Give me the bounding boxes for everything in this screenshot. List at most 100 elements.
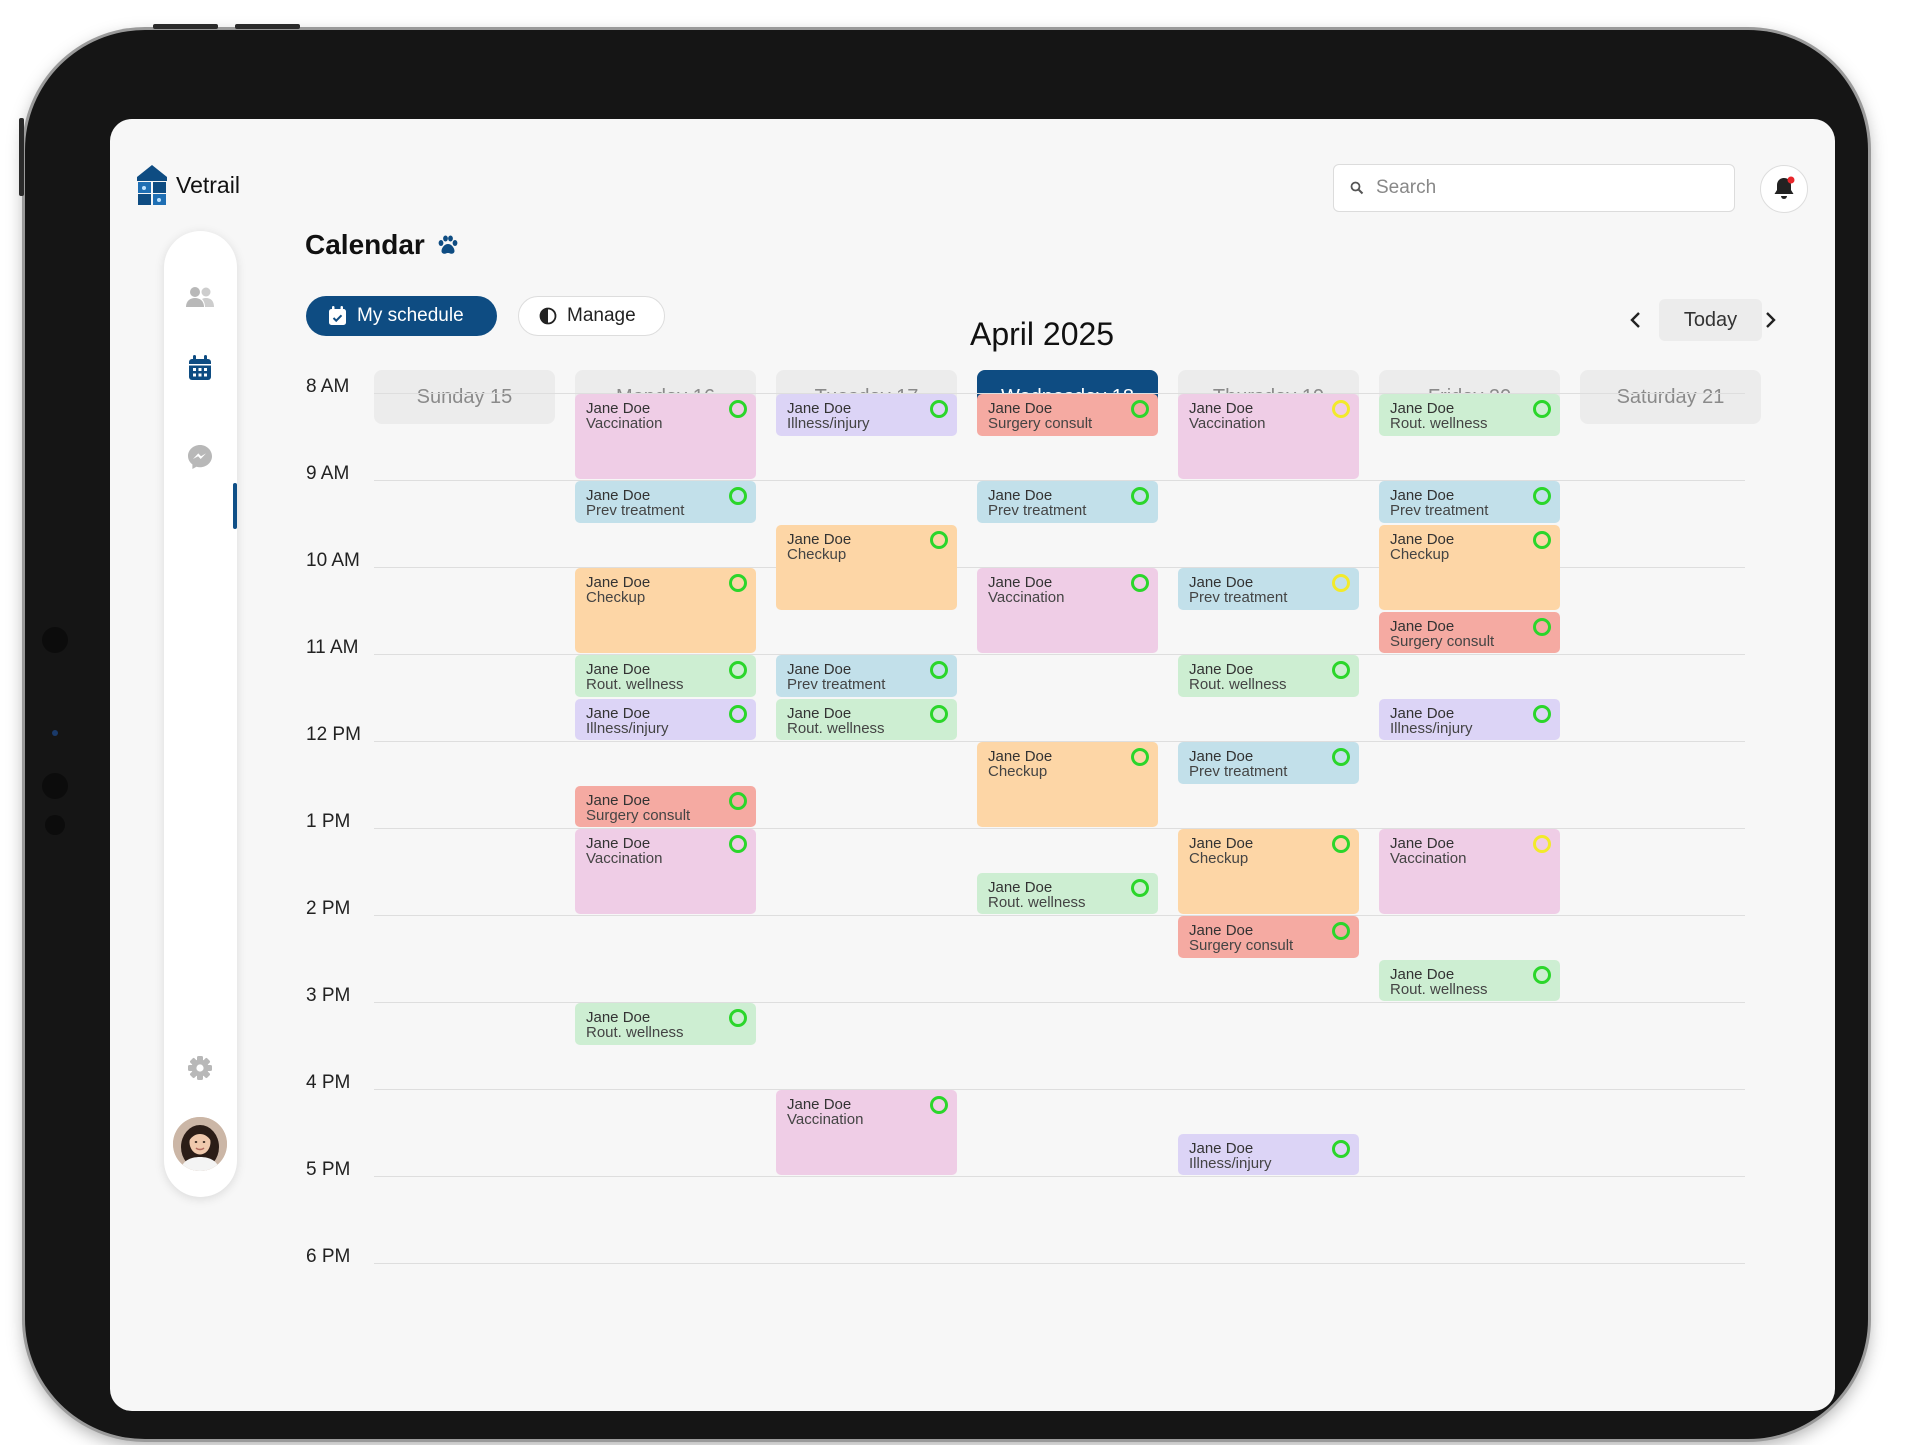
status-confirmed-icon[interactable] bbox=[930, 400, 948, 418]
appointment-type: Rout. wellness bbox=[1390, 980, 1488, 998]
status-confirmed-icon[interactable] bbox=[1533, 965, 1551, 984]
messenger-icon[interactable] bbox=[184, 441, 216, 473]
appointment-type: Checkup bbox=[586, 589, 646, 606]
appointment-card[interactable]: Jane Doe Checkup bbox=[575, 568, 756, 653]
appointment-card[interactable]: Jane Doe Prev treatment bbox=[1178, 742, 1359, 784]
hour-grid-line bbox=[374, 828, 1745, 829]
status-confirmed-icon[interactable] bbox=[930, 704, 948, 723]
status-pending-icon[interactable] bbox=[1533, 835, 1551, 853]
appointment-card[interactable]: Jane Doe Rout. wellness bbox=[1178, 655, 1359, 697]
appointment-card[interactable]: Jane Doe Prev treatment bbox=[575, 481, 756, 523]
status-pending-icon[interactable] bbox=[1332, 400, 1350, 418]
appointment-card[interactable]: Jane Doe Vaccination bbox=[575, 394, 756, 479]
appointment-patient-name: Jane Doe bbox=[1390, 487, 1455, 504]
day-header-sunday-15[interactable]: Sunday 15 bbox=[374, 370, 555, 424]
status-confirmed-icon[interactable] bbox=[729, 704, 747, 723]
appointment-card[interactable]: Jane Doe Rout. wellness bbox=[1379, 394, 1560, 436]
status-confirmed-icon[interactable] bbox=[1332, 835, 1350, 853]
appointment-card[interactable]: Jane Doe Surgery consult bbox=[977, 394, 1158, 436]
status-confirmed-icon[interactable] bbox=[1332, 748, 1350, 766]
appointment-type: Checkup bbox=[1390, 545, 1450, 563]
appointment-card[interactable]: Jane Doe Prev treatment bbox=[977, 481, 1158, 523]
status-confirmed-icon[interactable] bbox=[1533, 400, 1551, 418]
status-confirmed-icon[interactable] bbox=[1533, 617, 1551, 636]
appointment-card[interactable]: Jane Doe Illness/injury bbox=[776, 394, 957, 436]
search-box[interactable] bbox=[1333, 164, 1735, 212]
month-label: April 2025 bbox=[970, 316, 1115, 352]
today-button[interactable]: Today bbox=[1659, 299, 1762, 341]
appointment-card[interactable]: Jane Doe Surgery consult bbox=[575, 785, 756, 827]
appointment-card[interactable]: Jane Doe Checkup bbox=[977, 742, 1158, 827]
manage-button[interactable]: Manage bbox=[518, 296, 665, 336]
status-confirmed-icon[interactable] bbox=[1533, 487, 1551, 505]
status-confirmed-icon[interactable] bbox=[729, 835, 747, 853]
status-confirmed-icon[interactable] bbox=[1332, 661, 1350, 679]
vetrail-logo-icon bbox=[137, 165, 167, 205]
appointment-card[interactable]: Jane Doe Illness/injury bbox=[1178, 1133, 1359, 1175]
appointment-type: Rout. wellness bbox=[1189, 676, 1287, 693]
appointment-card[interactable]: Jane Doe Illness/injury bbox=[575, 698, 756, 740]
search-input[interactable] bbox=[1374, 176, 1698, 200]
status-confirmed-icon[interactable] bbox=[930, 1096, 948, 1114]
appointment-patient-name: Jane Doe bbox=[787, 530, 852, 548]
status-confirmed-icon[interactable] bbox=[1131, 487, 1149, 505]
status-confirmed-icon[interactable] bbox=[930, 530, 948, 549]
my-schedule-button[interactable]: My schedule bbox=[306, 296, 497, 336]
appointment-card[interactable]: Jane Doe Rout. wellness bbox=[575, 1003, 756, 1045]
status-confirmed-icon[interactable] bbox=[1131, 878, 1149, 897]
appointment-card[interactable]: Jane Doe Rout. wellness bbox=[1379, 959, 1560, 1001]
appointment-card[interactable]: Jane Doe Vaccination bbox=[575, 829, 756, 914]
status-confirmed-icon[interactable] bbox=[1332, 922, 1350, 940]
appointment-type: Illness/injury bbox=[586, 719, 669, 737]
hour-grid-line bbox=[374, 741, 1745, 742]
chevron-left-icon bbox=[1630, 312, 1640, 328]
status-confirmed-icon[interactable] bbox=[1131, 574, 1149, 592]
clients-icon[interactable] bbox=[184, 281, 216, 313]
status-confirmed-icon[interactable] bbox=[729, 574, 747, 592]
appointment-card[interactable]: Jane Doe Surgery consult bbox=[1379, 611, 1560, 653]
status-confirmed-icon[interactable] bbox=[1131, 748, 1149, 766]
appointment-card[interactable]: Jane Doe Prev treatment bbox=[1178, 568, 1359, 610]
appointment-card[interactable]: Jane Doe Checkup bbox=[1379, 524, 1560, 610]
appointment-card[interactable]: Jane Doe Illness/injury bbox=[1379, 698, 1560, 740]
manage-label: Manage bbox=[567, 305, 636, 326]
appointment-card[interactable]: Jane Doe Checkup bbox=[776, 524, 957, 610]
appointment-card[interactable]: Jane Doe Vaccination bbox=[977, 568, 1158, 653]
status-confirmed-icon[interactable] bbox=[729, 487, 747, 505]
appointment-card[interactable]: Jane Doe Rout. wellness bbox=[575, 655, 756, 697]
appointment-card[interactable]: Jane Doe Rout. wellness bbox=[776, 698, 957, 740]
status-confirmed-icon[interactable] bbox=[729, 791, 747, 810]
appointment-type: Vaccination bbox=[586, 415, 663, 432]
appointment-type: Rout. wellness bbox=[787, 719, 885, 737]
status-confirmed-icon[interactable] bbox=[729, 661, 747, 679]
appointment-patient-name: Jane Doe bbox=[586, 835, 651, 852]
next-week-button[interactable] bbox=[1758, 304, 1784, 336]
appointment-card[interactable]: Jane Doe Rout. wellness bbox=[977, 872, 1158, 914]
calendar-icon[interactable] bbox=[184, 352, 216, 384]
hour-grid-line bbox=[374, 1263, 1745, 1264]
status-confirmed-icon[interactable] bbox=[1131, 400, 1149, 418]
status-pending-icon[interactable] bbox=[1332, 574, 1350, 592]
app-logo[interactable]: Vetrail bbox=[136, 163, 240, 207]
appointment-card[interactable]: Jane Doe Vaccination bbox=[1379, 829, 1560, 914]
status-confirmed-icon[interactable] bbox=[729, 1009, 747, 1027]
appointment-type: Illness/injury bbox=[787, 415, 870, 432]
appointment-card[interactable]: Jane Doe Checkup bbox=[1178, 829, 1359, 914]
user-avatar[interactable] bbox=[173, 1117, 227, 1171]
appointment-type: Vaccination bbox=[1390, 850, 1467, 867]
status-confirmed-icon[interactable] bbox=[930, 661, 948, 679]
status-confirmed-icon[interactable] bbox=[1533, 704, 1551, 723]
status-confirmed-icon[interactable] bbox=[729, 400, 747, 418]
settings-icon[interactable] bbox=[184, 1052, 216, 1084]
appointment-card[interactable]: Jane Doe Vaccination bbox=[1178, 394, 1359, 479]
day-header-saturday-21[interactable]: Saturday 21 bbox=[1580, 370, 1761, 424]
appointment-card[interactable]: Jane Doe Vaccination bbox=[776, 1090, 957, 1175]
status-confirmed-icon[interactable] bbox=[1332, 1139, 1350, 1158]
notifications-button[interactable] bbox=[1760, 165, 1808, 213]
appointment-type: Prev treatment bbox=[1390, 502, 1489, 519]
appointment-card[interactable]: Jane Doe Surgery consult bbox=[1178, 916, 1359, 958]
status-confirmed-icon[interactable] bbox=[1533, 530, 1551, 549]
appointment-card[interactable]: Jane Doe Prev treatment bbox=[1379, 481, 1560, 523]
prev-week-button[interactable] bbox=[1622, 304, 1648, 336]
appointment-card[interactable]: Jane Doe Prev treatment bbox=[776, 655, 957, 697]
